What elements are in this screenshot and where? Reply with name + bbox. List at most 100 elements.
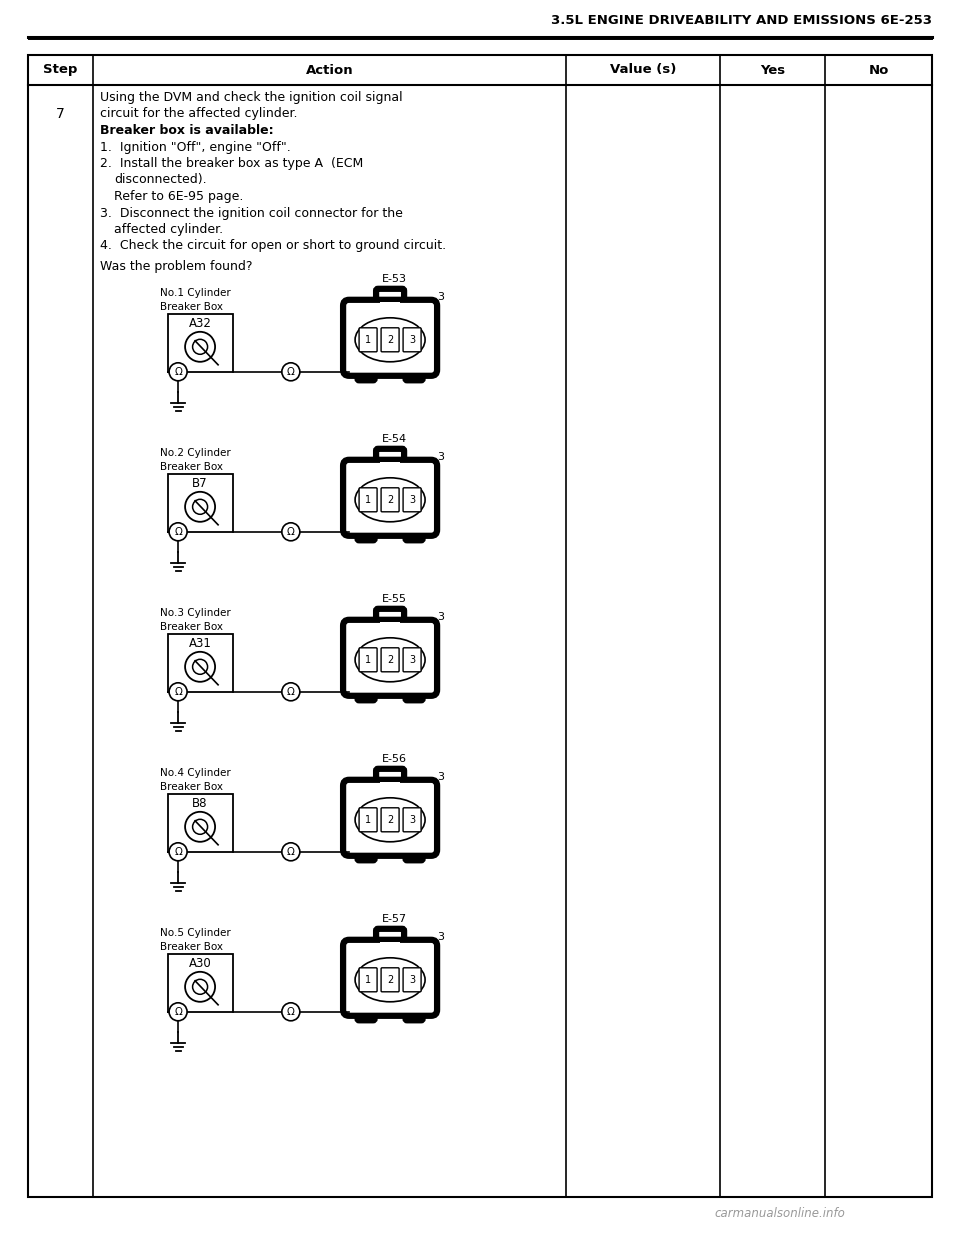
Bar	[361, 847, 372, 852]
Bar	[168, 473, 232, 532]
Text: 3: 3	[409, 815, 415, 825]
Text: Breaker Box: Breaker Box	[160, 302, 223, 312]
Circle shape	[169, 683, 187, 700]
Circle shape	[282, 1002, 300, 1021]
FancyBboxPatch shape	[405, 1007, 422, 1020]
Text: 2: 2	[387, 494, 394, 504]
Text: 3: 3	[437, 771, 444, 781]
Bar	[380, 462, 400, 468]
FancyBboxPatch shape	[343, 460, 437, 535]
Text: No.5 Cylinder: No.5 Cylinder	[160, 928, 230, 938]
FancyBboxPatch shape	[357, 528, 374, 540]
Text: Ω: Ω	[287, 687, 295, 697]
Text: 3: 3	[437, 932, 444, 941]
Bar	[380, 622, 400, 627]
Text: Ω: Ω	[287, 847, 295, 857]
Text: 1.  Ignition "Off", engine "Off".: 1. Ignition "Off", engine "Off".	[100, 140, 291, 154]
FancyBboxPatch shape	[376, 289, 404, 309]
Text: carmanualsonline.info: carmanualsonline.info	[714, 1207, 846, 1220]
Circle shape	[282, 683, 300, 700]
Text: 1: 1	[365, 494, 372, 504]
FancyBboxPatch shape	[405, 847, 422, 861]
Text: A32: A32	[189, 317, 211, 330]
FancyBboxPatch shape	[359, 807, 377, 832]
Text: Breaker Box: Breaker Box	[160, 462, 223, 472]
Text: 2: 2	[387, 815, 394, 825]
FancyBboxPatch shape	[381, 488, 399, 512]
FancyBboxPatch shape	[405, 687, 422, 700]
Text: Ω: Ω	[174, 528, 182, 538]
Text: E-55: E-55	[382, 594, 407, 604]
FancyBboxPatch shape	[381, 807, 399, 832]
FancyBboxPatch shape	[376, 609, 404, 628]
Text: A31: A31	[189, 637, 211, 651]
Text: Ω: Ω	[174, 687, 182, 697]
Bar	[168, 954, 232, 1012]
Circle shape	[193, 339, 207, 354]
Circle shape	[169, 363, 187, 381]
FancyBboxPatch shape	[376, 769, 404, 789]
FancyBboxPatch shape	[357, 1007, 374, 1020]
Bar	[361, 687, 372, 692]
Text: 4.  Check the circuit for open or short to ground circuit.: 4. Check the circuit for open or short t…	[100, 240, 446, 252]
FancyBboxPatch shape	[343, 620, 437, 696]
Text: 3: 3	[437, 612, 444, 622]
Text: B8: B8	[192, 797, 207, 810]
Text: B7: B7	[192, 477, 208, 491]
Text: A30: A30	[189, 958, 211, 970]
FancyBboxPatch shape	[357, 368, 374, 380]
Bar	[168, 314, 232, 371]
Circle shape	[185, 812, 215, 842]
FancyBboxPatch shape	[381, 328, 399, 351]
Text: Value (s): Value (s)	[610, 63, 676, 77]
Text: Action: Action	[305, 63, 353, 77]
Circle shape	[282, 523, 300, 540]
Text: 2: 2	[387, 335, 394, 345]
Ellipse shape	[355, 958, 425, 1002]
Text: 3: 3	[409, 494, 415, 504]
Text: 3.  Disconnect the ignition coil connector for the: 3. Disconnect the ignition coil connecto…	[100, 206, 403, 220]
Text: E-56: E-56	[382, 754, 407, 764]
Ellipse shape	[355, 478, 425, 522]
FancyBboxPatch shape	[405, 368, 422, 380]
FancyBboxPatch shape	[359, 328, 377, 351]
Bar	[361, 1007, 372, 1012]
Text: 2: 2	[387, 655, 394, 664]
Bar	[380, 781, 400, 787]
Circle shape	[282, 843, 300, 861]
FancyBboxPatch shape	[343, 299, 437, 376]
FancyBboxPatch shape	[381, 648, 399, 672]
Bar	[409, 847, 420, 852]
Text: disconnected).: disconnected).	[114, 174, 206, 186]
Circle shape	[185, 492, 215, 522]
Bar	[380, 941, 400, 948]
Text: No: No	[869, 63, 889, 77]
Text: No.1 Cylinder: No.1 Cylinder	[160, 288, 230, 298]
Text: E-54: E-54	[382, 433, 407, 443]
Circle shape	[185, 652, 215, 682]
Bar	[361, 366, 372, 371]
Ellipse shape	[355, 638, 425, 682]
Text: Refer to 6E-95 page.: Refer to 6E-95 page.	[114, 190, 244, 202]
FancyBboxPatch shape	[403, 807, 421, 832]
Text: affected cylinder.: affected cylinder.	[114, 224, 224, 236]
Bar	[409, 366, 420, 371]
Text: 2: 2	[387, 975, 394, 985]
Text: Breaker Box: Breaker Box	[160, 941, 223, 951]
FancyBboxPatch shape	[403, 968, 421, 992]
Circle shape	[282, 363, 300, 381]
FancyBboxPatch shape	[381, 968, 399, 992]
Text: 3: 3	[437, 452, 444, 462]
Text: E-53: E-53	[382, 273, 407, 284]
Bar	[168, 794, 232, 852]
FancyBboxPatch shape	[343, 780, 437, 856]
Text: 3: 3	[409, 335, 415, 345]
Text: Step: Step	[43, 63, 78, 77]
Bar	[361, 527, 372, 532]
Text: 1: 1	[365, 815, 372, 825]
Circle shape	[193, 820, 207, 835]
Text: Yes: Yes	[760, 63, 785, 77]
Text: No.3 Cylinder: No.3 Cylinder	[160, 607, 230, 617]
Circle shape	[193, 660, 207, 674]
Text: 1: 1	[365, 335, 372, 345]
